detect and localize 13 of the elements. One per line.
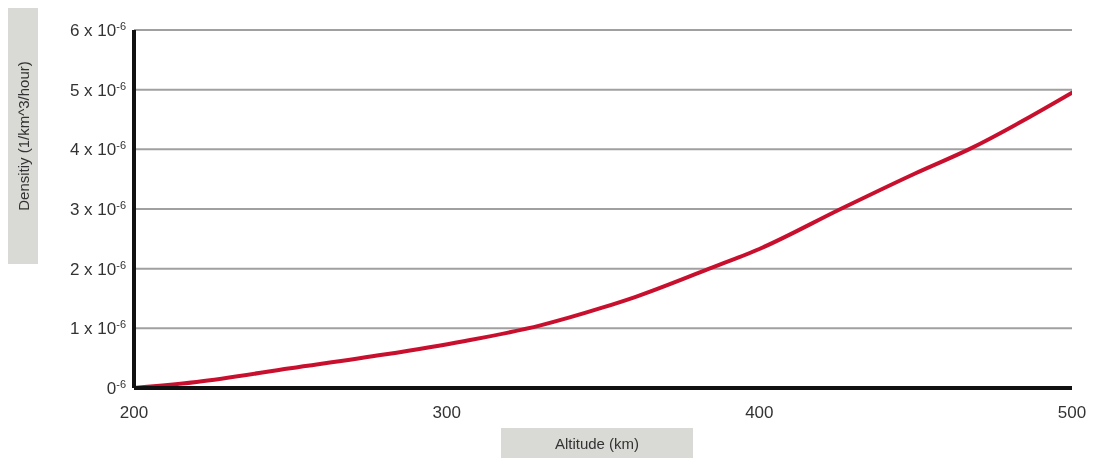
y-tick-label: 3 x 10$^{-6}$ bbox=[69, 199, 126, 219]
y-axis-title: Densitiy (1/km^3/hour) bbox=[14, 61, 32, 211]
y-tick-label: 0$^{-6}$ bbox=[106, 378, 126, 398]
y-tick-label: 6 x 10$^{-6}$ bbox=[69, 20, 126, 40]
y-tick-label: 2 x 10$^{-6}$ bbox=[69, 258, 126, 279]
x-axis-title: Altitude (km) bbox=[501, 428, 693, 458]
x-tick-label: 400 bbox=[745, 403, 774, 422]
x-tick-label: 300 bbox=[432, 403, 461, 422]
y-tick-label: 1 x 10$^{-6}$ bbox=[69, 318, 126, 339]
y-tick-label: 5 x 10$^{-6}$ bbox=[69, 79, 126, 100]
y-tick-label: 4 x 10$^{-6}$ bbox=[69, 139, 126, 160]
x-tick-label: 200 bbox=[119, 403, 149, 422]
x-tick-label: 500 bbox=[1057, 403, 1087, 422]
